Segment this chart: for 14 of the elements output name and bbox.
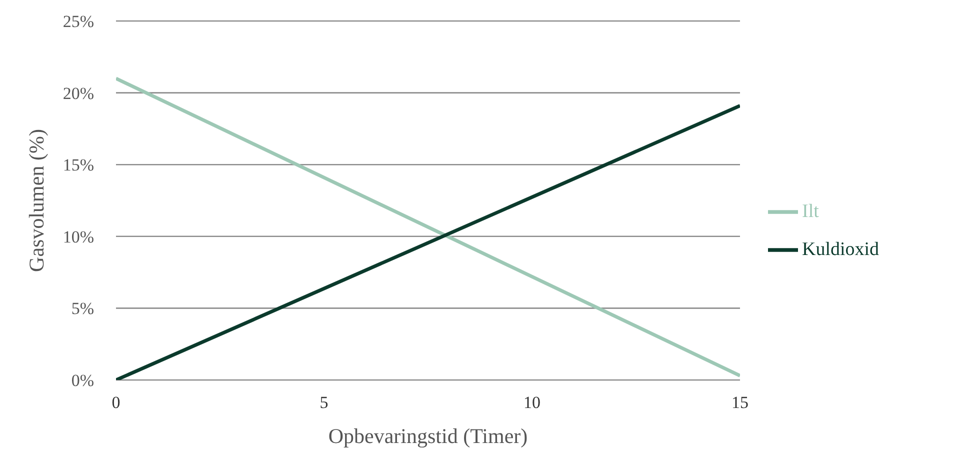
x-axis-title: Opbevaringstid (Timer) xyxy=(328,424,528,448)
x-tick-label: 0 xyxy=(112,393,120,412)
y-tick-label: 15% xyxy=(62,156,94,175)
legend-label: Kuldioxid xyxy=(802,238,880,260)
y-axis-title: Gasvolumen (%) xyxy=(24,129,48,272)
y-tick-label: 0% xyxy=(71,371,94,390)
y-tick-label: 10% xyxy=(62,227,94,246)
x-tick-label: 5 xyxy=(320,393,328,412)
x-tick-label: 15 xyxy=(732,393,748,412)
y-tick-label: 20% xyxy=(62,84,94,103)
y-tick-label: 5% xyxy=(71,299,94,318)
y-tick-label: 25% xyxy=(62,12,94,32)
legend-label: Ilt xyxy=(802,200,819,222)
x-tick-label: 10 xyxy=(524,393,540,412)
